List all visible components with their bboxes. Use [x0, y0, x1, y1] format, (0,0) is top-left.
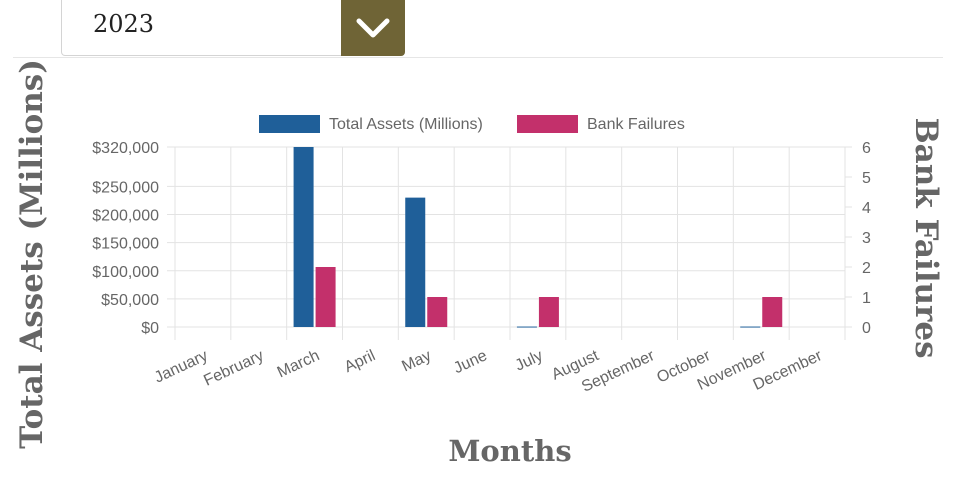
y2-tick-label: 5 [862, 170, 871, 187]
x-tick-label: May [399, 347, 434, 375]
bar-total-assets[interactable] [293, 147, 314, 327]
x-tick-label: June [451, 347, 490, 377]
y2-tick-label: 2 [862, 260, 871, 277]
year-value: 2023 [93, 10, 155, 38]
y-tick-label: $200,000 [92, 208, 159, 225]
legend-swatch[interactable] [259, 115, 320, 133]
y2-tick-label: 3 [862, 230, 871, 247]
bar-total-assets[interactable] [516, 326, 537, 328]
year-select[interactable]: 2023 [61, 0, 405, 56]
y-tick-label: $150,000 [92, 236, 159, 253]
y2-tick-label: 6 [862, 140, 871, 157]
legend-label[interactable]: Bank Failures [587, 116, 685, 133]
bar-bank-failures[interactable] [762, 297, 783, 327]
x-axis-title: Months [448, 434, 571, 468]
y-tick-label: $0 [141, 320, 159, 337]
legend-label[interactable]: Total Assets (Millions) [329, 116, 483, 133]
bar-bank-failures[interactable] [427, 297, 448, 327]
x-tick-label: March [275, 347, 322, 381]
y-tick-label: $250,000 [92, 179, 159, 196]
divider [13, 57, 943, 58]
y2-tick-label: 4 [862, 200, 871, 217]
y-tick-label: $320,000 [92, 140, 159, 157]
y2-tick-label: 0 [862, 320, 871, 337]
x-tick-label: April [342, 347, 378, 376]
y-tick-label: $50,000 [101, 292, 159, 309]
bar-bank-failures[interactable] [538, 297, 559, 327]
x-tick-label: January [152, 347, 211, 386]
y2-tick-label: 1 [862, 290, 871, 307]
legend-swatch[interactable] [517, 115, 578, 133]
bar-total-assets[interactable] [740, 326, 761, 328]
year-dropdown-button[interactable] [341, 0, 405, 56]
y-tick-label: $100,000 [92, 264, 159, 281]
x-tick-label: February [201, 347, 266, 389]
chevron-down-icon [356, 18, 390, 38]
bar-bank-failures[interactable] [315, 267, 336, 327]
x-tick-label: July [513, 347, 546, 374]
y2-axis-title: Bank Failures [908, 117, 944, 358]
y-axis-title: Total Assets (Millions) [14, 59, 50, 449]
bar-total-assets[interactable] [405, 197, 426, 327]
